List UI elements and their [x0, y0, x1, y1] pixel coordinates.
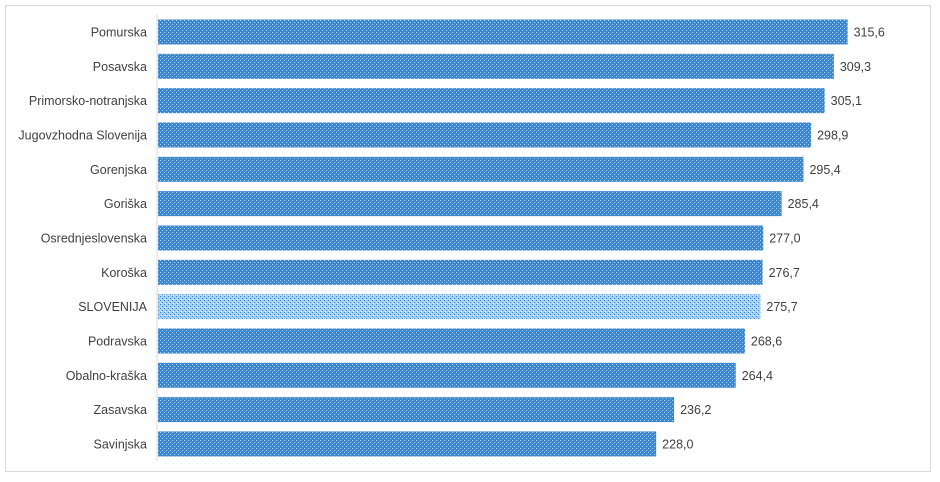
data-label: 236,2	[680, 403, 711, 417]
category-label: Koroška	[101, 266, 147, 280]
data-label: 264,4	[742, 369, 773, 383]
category-label: Gorenjska	[90, 163, 147, 177]
data-label: 309,3	[840, 60, 871, 74]
data-label: 305,1	[831, 94, 862, 108]
data-label: 295,4	[809, 163, 840, 177]
bar-gori-ka	[158, 191, 782, 217]
bar-posavska	[158, 53, 834, 79]
data-label: 268,6	[751, 334, 782, 348]
category-label: SLOVENIJA	[78, 300, 147, 314]
bar-osrednjeslovenska	[158, 225, 764, 251]
category-label: Goriška	[104, 197, 147, 211]
bar-obalno-kra-ka	[158, 362, 736, 388]
chart-frame	[5, 5, 931, 472]
category-label: Obalno-kraška	[66, 369, 147, 383]
category-label: Podravska	[88, 334, 147, 348]
data-label: 228,0	[662, 437, 693, 451]
category-label: Pomurska	[91, 26, 147, 40]
data-label: 277,0	[769, 231, 800, 245]
bar-primorsko-notranjska	[158, 88, 825, 114]
data-label: 276,7	[769, 266, 800, 280]
category-label: Posavska	[93, 60, 147, 74]
category-label: Zasavska	[94, 403, 148, 417]
data-label: 315,6	[854, 26, 885, 40]
bar-gorenjska	[158, 156, 804, 182]
bar-podravska	[158, 328, 745, 354]
bar-savinjska	[158, 431, 657, 457]
data-label: 285,4	[788, 197, 819, 211]
category-label: Jugovzhodna Slovenija	[18, 128, 147, 142]
category-label: Primorsko-notranjska	[29, 94, 147, 108]
category-label: Savinjska	[94, 437, 148, 451]
bar-pomurska	[158, 19, 848, 45]
data-label: 298,9	[817, 128, 848, 142]
bar-zasavska	[158, 397, 675, 423]
bar-jugovzhodna-slovenija	[158, 122, 812, 148]
bar-slovenija	[158, 294, 761, 320]
bar-koro-ka	[158, 259, 763, 285]
category-label: Osrednjeslovenska	[41, 231, 147, 245]
data-label: 275,7	[766, 300, 797, 314]
